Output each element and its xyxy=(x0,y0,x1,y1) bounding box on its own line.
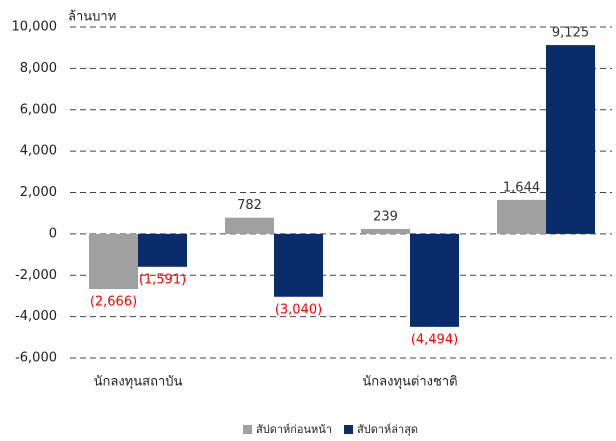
x-tick-label: นักลงทุนต่างชาติ xyxy=(362,375,457,390)
bar xyxy=(546,45,595,234)
data-label: 9,125 xyxy=(552,26,589,41)
bar xyxy=(225,217,274,234)
bar xyxy=(138,233,187,267)
bar xyxy=(410,233,459,327)
y-tick-label: 2,000 xyxy=(20,185,57,200)
data-label: 1,644 xyxy=(503,180,540,195)
data-label: (4,494) xyxy=(411,332,458,347)
bar xyxy=(274,233,323,297)
bar xyxy=(89,233,138,290)
y-tick-label: 4,000 xyxy=(20,144,57,159)
bar xyxy=(361,228,410,234)
y-tick-label: -6,000 xyxy=(15,351,57,366)
data-label: (2,666) xyxy=(90,295,137,310)
y-tick-label: 10,000 xyxy=(12,20,58,35)
legend-label: สัปดาห์ก่อนหน้า xyxy=(256,423,332,436)
data-label: (1,591) xyxy=(139,272,186,287)
y-tick-label: 0 xyxy=(49,226,57,241)
data-label: (3,040) xyxy=(275,302,322,317)
data-label: 782 xyxy=(237,198,262,213)
y-tick-label: 8,000 xyxy=(20,61,57,76)
legend-label: สัปดาห์ล่าสุด xyxy=(357,423,418,436)
x-tick-label: นักลงทุนสถาบัน xyxy=(94,375,183,390)
y-tick-label: -2,000 xyxy=(15,268,57,283)
y-tick-label: -4,000 xyxy=(15,309,57,324)
y-tick-label: 6,000 xyxy=(20,102,57,117)
legend-swatch xyxy=(243,425,252,434)
data-label: 239 xyxy=(373,209,398,224)
y-axis-label: ล้านบาท xyxy=(68,10,116,25)
legend-swatch xyxy=(344,425,354,434)
bar xyxy=(497,199,546,234)
